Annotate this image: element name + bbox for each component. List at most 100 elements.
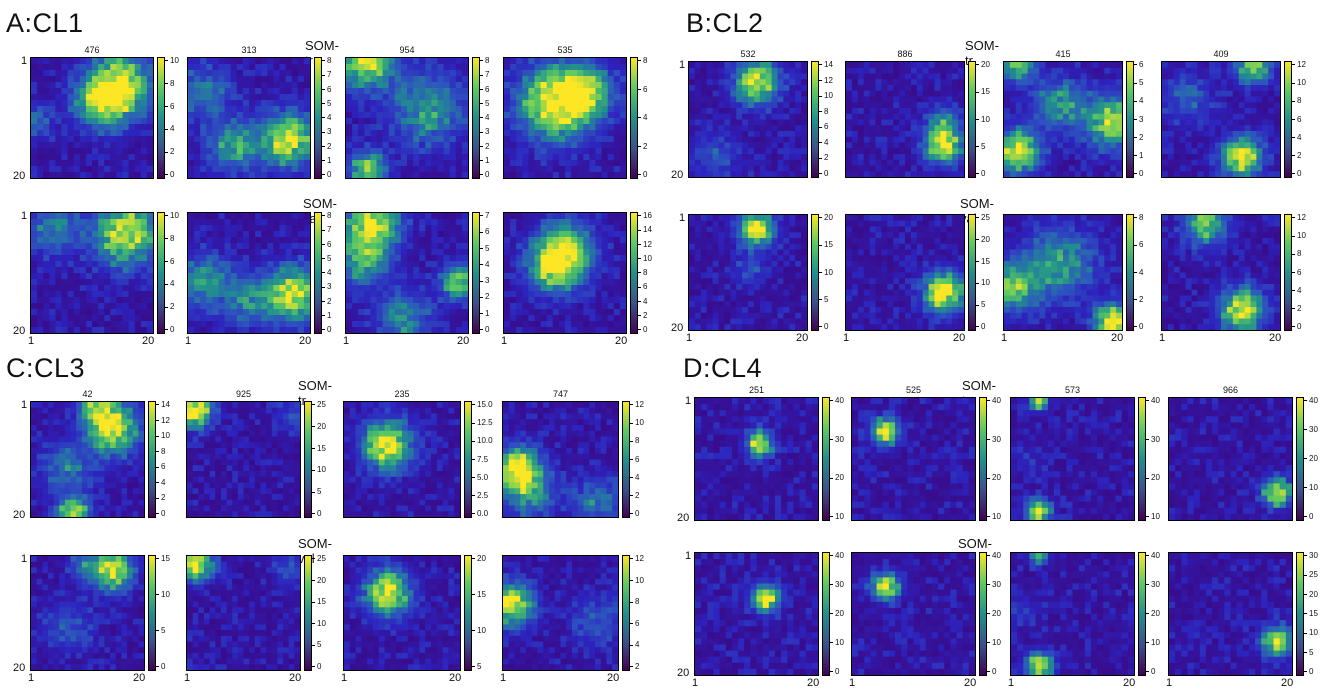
heatmap-cell xyxy=(1098,85,1105,92)
heatmap-cell xyxy=(419,142,426,149)
colorbar-tick-label: 2 xyxy=(638,142,647,151)
heatmap-cell xyxy=(291,279,299,286)
heatmap-cell xyxy=(905,142,912,149)
heatmap-cell xyxy=(249,303,256,310)
heatmap-cell xyxy=(619,255,626,262)
heatmap-cell xyxy=(455,273,463,280)
heatmap-cell xyxy=(437,70,444,77)
heatmap-cell xyxy=(846,148,853,155)
heatmap-cell xyxy=(455,219,463,226)
heatmap-cell xyxy=(1116,102,1122,109)
heatmap-cell xyxy=(952,119,959,126)
heatmap-cell xyxy=(116,237,123,244)
heatmap-cell xyxy=(875,62,882,69)
heatmap-cell xyxy=(188,154,195,161)
heatmap-cell xyxy=(1057,159,1064,166)
heatmap-cell xyxy=(522,297,529,304)
heatmap-cell xyxy=(279,213,286,220)
heatmap-cell xyxy=(1063,73,1070,80)
heatmap-cell xyxy=(552,94,560,101)
heatmap-cell xyxy=(552,315,560,322)
heatmap-cell xyxy=(952,102,959,109)
heatmap-cell xyxy=(242,297,250,304)
heatmap-cell xyxy=(595,64,602,71)
heatmap-cell xyxy=(200,172,207,178)
heatmap-cell xyxy=(528,166,535,173)
heatmap-cell xyxy=(224,321,232,328)
heatmap-cell xyxy=(801,171,807,177)
heatmap-cell xyxy=(140,166,148,173)
heatmap-cell xyxy=(546,154,554,161)
heatmap-cell xyxy=(43,327,50,333)
heatmap-cell xyxy=(1191,154,1198,161)
colorbar-tick-label: 4 xyxy=(1292,133,1301,142)
heatmap-cell xyxy=(200,225,207,232)
heatmap-cell xyxy=(346,154,353,161)
heatmap-cell xyxy=(206,124,213,131)
heatmap-cell xyxy=(1203,119,1210,126)
heatmap-cell xyxy=(443,285,451,292)
heatmap-cell xyxy=(388,112,396,119)
heatmap-cell xyxy=(122,237,129,244)
heatmap-cell xyxy=(958,108,964,115)
heatmap-cell xyxy=(1116,125,1122,132)
heatmap-cell xyxy=(577,309,584,316)
heatmap-cell xyxy=(516,142,523,149)
heatmap-cell xyxy=(1074,67,1082,74)
heatmap-cell xyxy=(742,79,749,86)
heatmap-cell xyxy=(67,327,75,333)
heatmap-cell xyxy=(516,291,523,298)
heatmap-cell xyxy=(297,118,305,125)
heatmap-cell xyxy=(1104,67,1111,74)
heatmap-cell xyxy=(49,76,56,83)
heatmap-cell xyxy=(1162,62,1169,69)
heatmap-cell xyxy=(37,231,44,238)
colorbar-tick-label: 12 xyxy=(819,76,833,85)
heatmap-cell xyxy=(218,315,225,322)
heatmap-cell xyxy=(1051,67,1058,74)
heatmap-cell xyxy=(522,291,529,298)
heatmap-cell xyxy=(1027,125,1034,132)
heatmap-cell xyxy=(565,88,572,95)
heatmap-cell xyxy=(1167,113,1175,120)
heatmap-cell xyxy=(394,148,402,155)
heatmap-cell xyxy=(249,285,256,292)
heatmap-cell xyxy=(1209,159,1216,166)
heatmap-cell xyxy=(1185,131,1192,138)
heatmap-cell xyxy=(540,261,548,268)
heatmap-cell xyxy=(346,64,353,71)
heatmap-cell xyxy=(893,119,900,126)
heatmap-cell xyxy=(1004,67,1011,74)
heatmap-cell xyxy=(285,64,293,71)
heatmap-cell xyxy=(382,82,390,89)
heatmap-cell xyxy=(224,160,232,167)
heatmap-cell xyxy=(431,237,438,244)
heatmap-cell xyxy=(61,327,68,333)
heatmap-cell xyxy=(619,160,626,167)
heatmap-cell xyxy=(49,112,56,119)
heatmap-cell xyxy=(267,64,274,71)
heatmap-cell xyxy=(255,64,262,71)
heatmap-cell xyxy=(922,73,929,80)
heatmap-cell xyxy=(613,219,621,226)
heatmap-cell xyxy=(1104,125,1111,132)
heatmap-cell xyxy=(571,166,578,173)
heatmap-cell xyxy=(200,166,207,173)
heatmap-cell xyxy=(200,213,207,220)
heatmap-cell xyxy=(461,118,468,125)
heatmap-cell xyxy=(370,136,377,143)
heatmap-cell xyxy=(1086,90,1093,97)
heatmap-cell xyxy=(1051,73,1058,80)
heatmap-cell xyxy=(1274,125,1280,132)
heatmap-cell xyxy=(1250,113,1257,120)
heatmap-cell xyxy=(61,309,68,316)
heatmap-cell xyxy=(55,273,62,280)
map-count: 886 xyxy=(897,49,913,59)
heatmap-cell xyxy=(958,131,964,138)
heatmap-cell xyxy=(736,165,743,172)
heatmap-cell xyxy=(43,70,50,77)
heatmap-cell xyxy=(718,108,725,115)
heatmap-cell xyxy=(558,82,566,89)
heatmap: 409 12 10 8 6 4 2 0 xyxy=(1161,49,1306,178)
heatmap-cell xyxy=(589,88,596,95)
